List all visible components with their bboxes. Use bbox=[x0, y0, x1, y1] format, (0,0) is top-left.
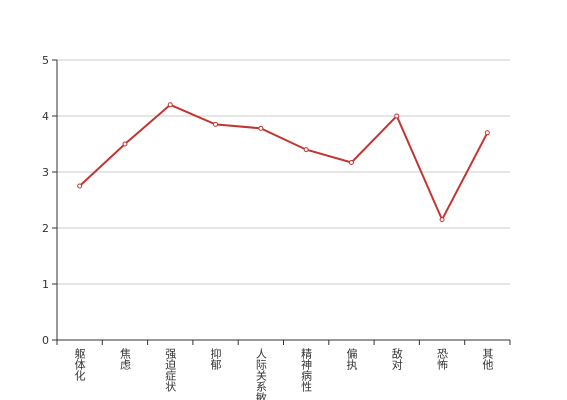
x-tick-label: 抑郁 bbox=[209, 347, 222, 370]
x-tick-label: 精神病性 bbox=[300, 348, 313, 393]
y-tick-label: 3 bbox=[42, 166, 49, 179]
point bbox=[167, 102, 173, 108]
point bbox=[303, 147, 309, 153]
x-tick-label: 其他 bbox=[481, 348, 494, 370]
x-tick-label: 人际关系敏感 bbox=[254, 348, 267, 400]
point bbox=[348, 159, 354, 165]
y-tick-label: 2 bbox=[42, 222, 49, 235]
x-tick-label: 躯体化 bbox=[73, 348, 86, 382]
y-tick-label: 5 bbox=[42, 54, 49, 67]
y-tick-label: 0 bbox=[42, 334, 49, 347]
x-tick-label: 敌对 bbox=[390, 347, 403, 370]
x-tick-label: 偏执 bbox=[345, 347, 358, 371]
y-tick-label: 1 bbox=[42, 278, 49, 291]
point bbox=[394, 113, 400, 119]
point bbox=[439, 217, 445, 223]
line bbox=[78, 103, 489, 222]
point bbox=[484, 130, 490, 136]
point bbox=[213, 121, 219, 127]
x-tick-label: 恐怖 bbox=[436, 348, 449, 370]
point bbox=[258, 125, 264, 131]
point bbox=[122, 141, 128, 147]
point bbox=[77, 183, 83, 189]
x-tick-label: 焦虑 bbox=[118, 348, 131, 370]
y-tick-label: 4 bbox=[42, 110, 49, 123]
x-tick-label: 强迫症状 bbox=[164, 348, 177, 392]
